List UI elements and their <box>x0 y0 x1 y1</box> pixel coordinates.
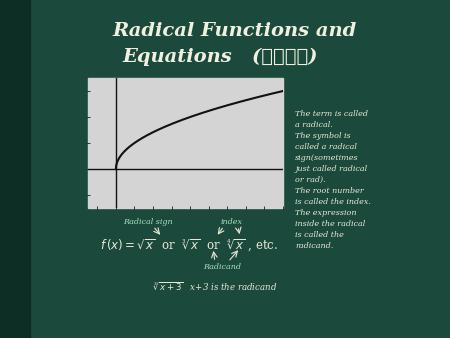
Text: Radical sign: Radical sign <box>123 218 173 226</box>
Bar <box>88 78 283 208</box>
Text: index: index <box>221 218 243 226</box>
Text: Radicand: Radicand <box>203 263 241 271</box>
Text: $\sqrt[3]{x+3}$   x+3 is the radicand: $\sqrt[3]{x+3}$ x+3 is the radicand <box>153 280 277 292</box>
Text: The term is called
a radical.
The symbol is
called a radical
sign(sometimes
just: The term is called a radical. The symbol… <box>295 110 371 250</box>
Text: Equations   (무리함수): Equations (무리함수) <box>122 48 318 66</box>
Bar <box>0 0 30 338</box>
Text: Radical Functions and: Radical Functions and <box>113 22 357 40</box>
Text: $f\,(x)=\sqrt{x}$  or  $\sqrt[3]{x}$  or  $\sqrt[4]{x}$ , etc.: $f\,(x)=\sqrt{x}$ or $\sqrt[3]{x}$ or $\… <box>100 238 278 254</box>
